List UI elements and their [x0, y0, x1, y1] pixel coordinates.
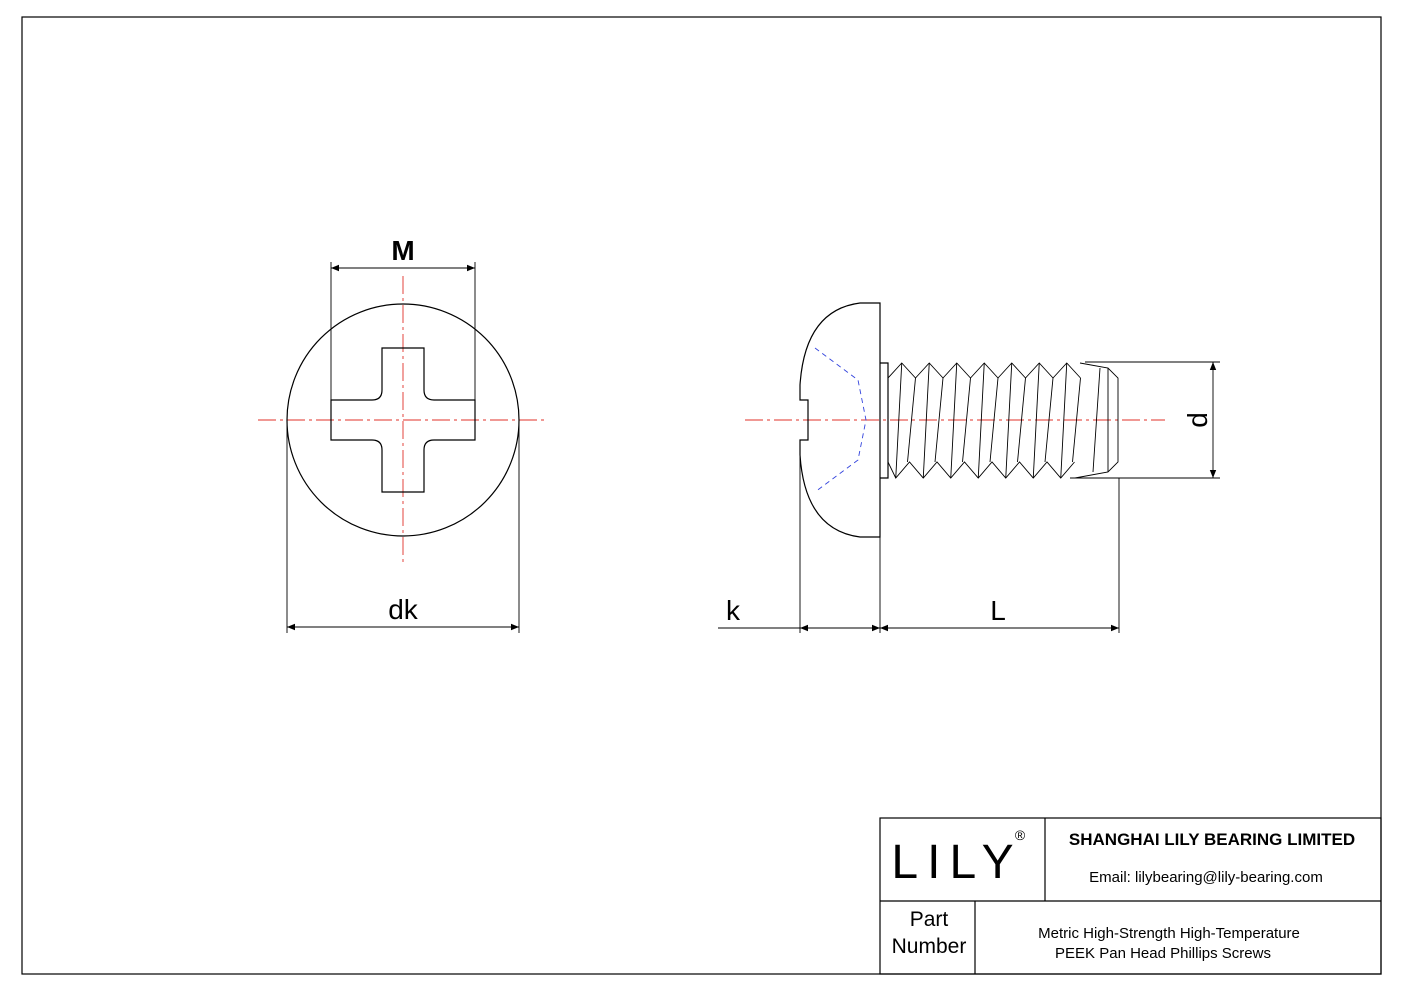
dimension-label: dk: [388, 594, 419, 625]
dimension-label: d: [1182, 412, 1213, 428]
side-view: k L d: [718, 302, 1220, 633]
part-number-label: Part: [910, 908, 949, 931]
sheet-border: [21, 16, 1382, 975]
part-number-label: Number: [892, 935, 967, 958]
thread: [887, 461, 1075, 479]
dimension-label: k: [726, 595, 741, 626]
thread: [1074, 362, 1119, 479]
thread: [895, 362, 1081, 479]
description: Metric High-Strength High-Temperature: [1038, 925, 1300, 942]
logo: LILY: [891, 836, 1022, 889]
company-name: SHANGHAI LILY BEARING LIMITED: [1069, 830, 1355, 849]
email: Email: lilybearing@lily-bearing.com: [1089, 869, 1323, 886]
description: PEEK Pan Head Phillips Screws: [1055, 945, 1271, 962]
dimension-label: L: [990, 595, 1006, 626]
dimension-label: M: [391, 235, 414, 266]
front-view: M dk: [258, 235, 548, 633]
registered-mark: ®: [1015, 827, 1026, 843]
title-block: LILY ® SHANGHAI LILY BEARING LIMITED Ema…: [879, 817, 1382, 975]
